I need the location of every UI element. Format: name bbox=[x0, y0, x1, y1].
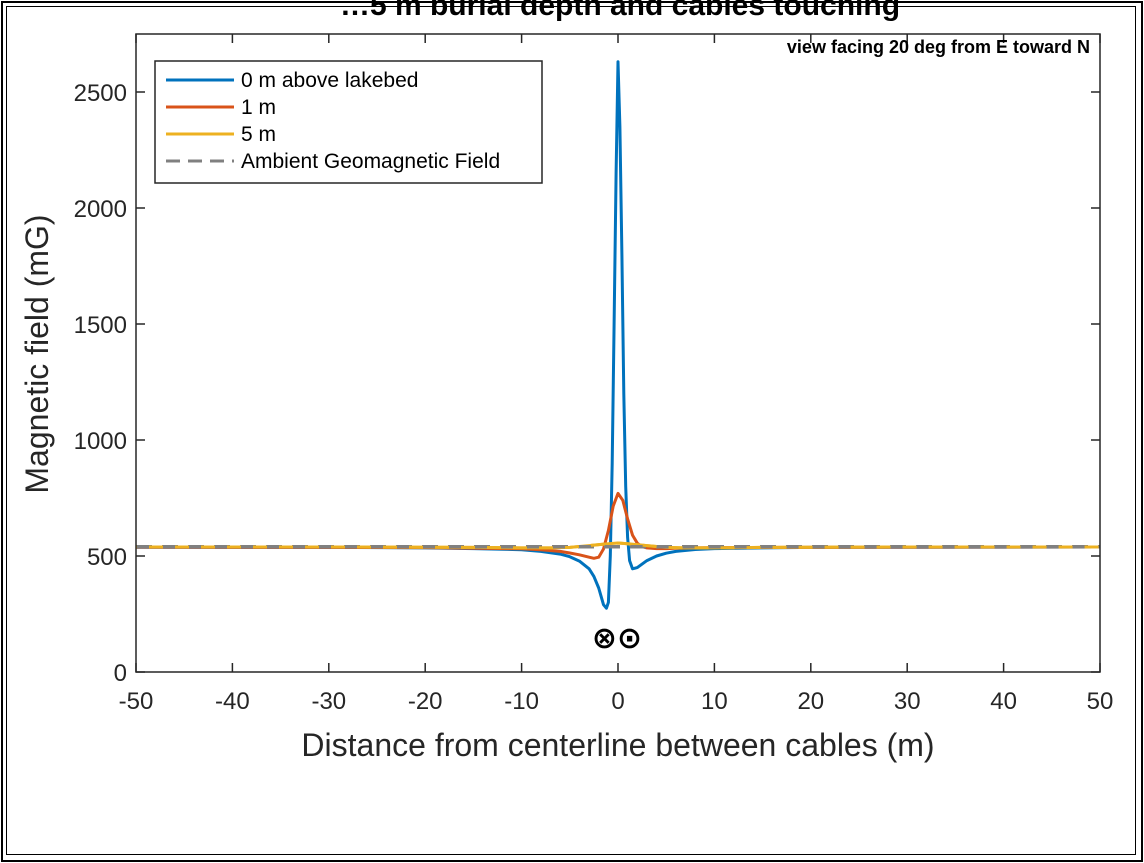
legend: 0 m above lakebed 1 m 5 m Ambient Geomagnet… bbox=[154, 60, 543, 184]
y-tick-label: 2000 bbox=[74, 196, 127, 223]
x-tick-label: 0 bbox=[611, 688, 624, 715]
legend-label: 5 m bbox=[241, 123, 276, 146]
x-tick-label: 30 bbox=[894, 688, 921, 715]
x-tick-label: -50 bbox=[119, 688, 154, 715]
y-tick-label: 1000 bbox=[74, 428, 127, 455]
series-line-3-overlay bbox=[136, 541, 1100, 550]
cable-current-symbols: ⊗⊙ bbox=[592, 621, 642, 656]
x-tick-label: -30 bbox=[311, 688, 346, 715]
series-line-1 bbox=[136, 60, 1100, 610]
y-tick-label: 500 bbox=[87, 544, 127, 571]
x-tick-label: -20 bbox=[408, 688, 443, 715]
legend-label: 1 m bbox=[241, 96, 276, 119]
x-axis-title: Distance from centerline between cables … bbox=[301, 727, 934, 763]
x-tick-label: -10 bbox=[504, 688, 539, 715]
y-tick-label: 1500 bbox=[74, 312, 127, 339]
inner-border bbox=[6, 6, 1136, 855]
ticks-layer: -50 -40 -30 -20 -10 0 10 20 30 40 5005001000150020… bbox=[74, 34, 1114, 715]
x-tick-label: 40 bbox=[990, 688, 1017, 715]
legend-label: Ambient Geomagnetic Field bbox=[241, 150, 500, 173]
y-axis-title: Magnetic field (mG) bbox=[19, 214, 55, 493]
x-tick-label: 10 bbox=[701, 688, 728, 715]
chart-title: …5 m burial depth and cables touching bbox=[340, 0, 900, 22]
y-tick-label: 2500 bbox=[74, 80, 127, 107]
series-layer bbox=[136, 60, 1100, 610]
y-tick-label: 0 bbox=[114, 660, 127, 687]
view-annotation: view facing 20 deg from E toward N bbox=[787, 37, 1090, 57]
x-tick-label: 50 bbox=[1087, 688, 1114, 715]
x-tick-label: 20 bbox=[797, 688, 824, 715]
x-tick-label: -40 bbox=[215, 688, 250, 715]
legend-label: 0 m above lakebed bbox=[241, 69, 418, 92]
series-line-2 bbox=[136, 491, 1100, 560]
